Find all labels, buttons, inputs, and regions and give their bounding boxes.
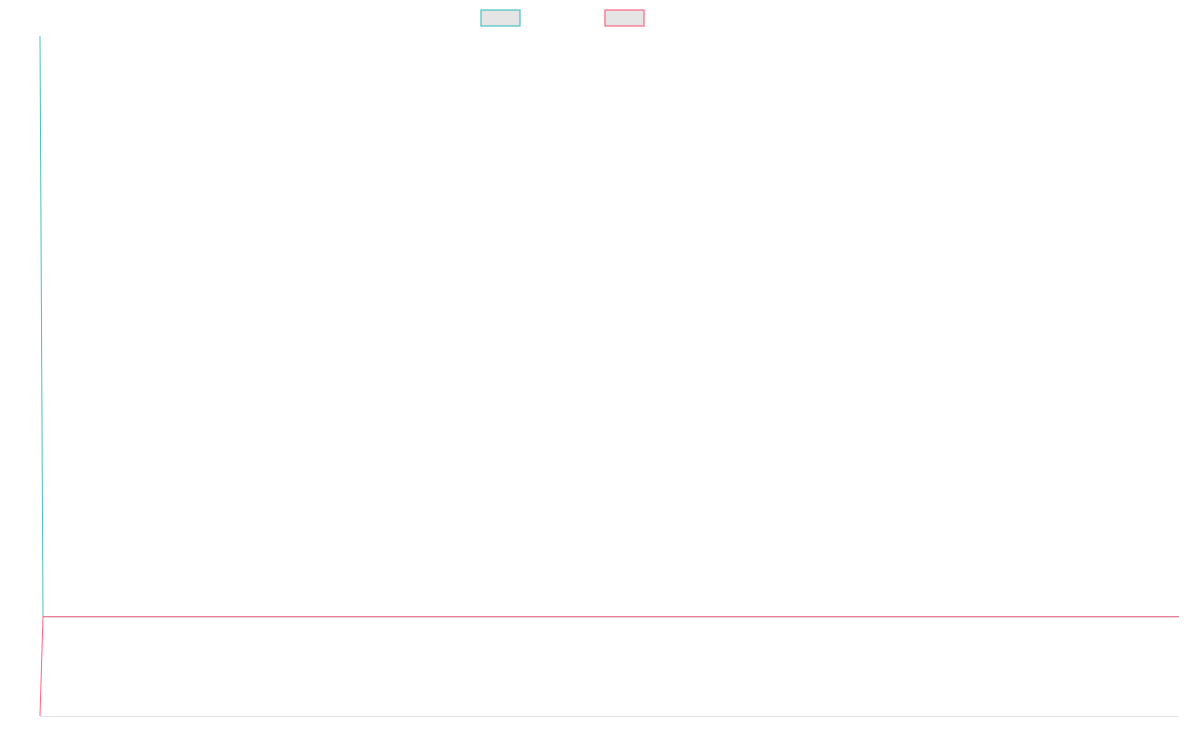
- series-lines: [39, 35, 1179, 717]
- legend-swatch-1[interactable]: [480, 9, 521, 27]
- legend-swatch-2[interactable]: [604, 9, 645, 27]
- series-line-1: [39, 35, 1179, 618]
- series-line-2: [39, 616, 1179, 717]
- legend: [480, 9, 645, 27]
